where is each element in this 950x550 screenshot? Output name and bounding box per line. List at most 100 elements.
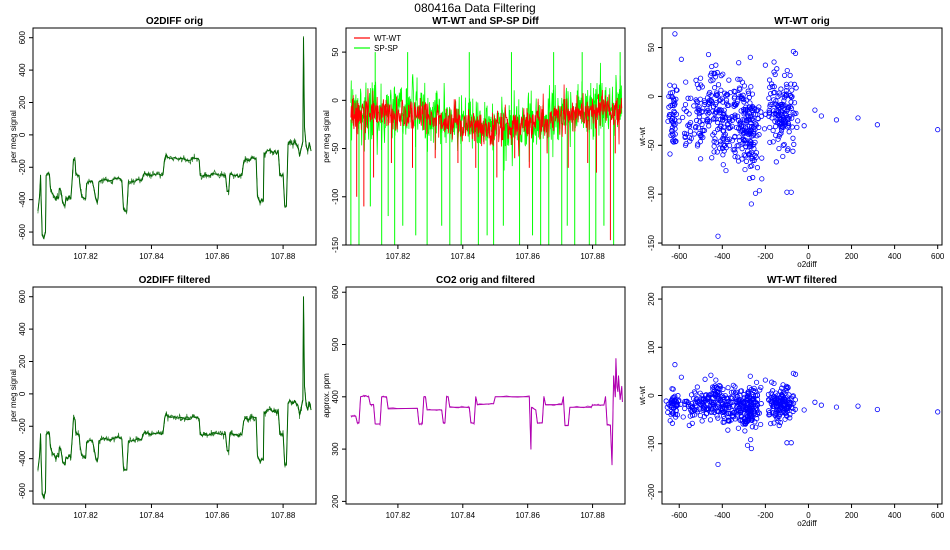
scatter-point (759, 155, 765, 161)
scatter-point (721, 124, 727, 130)
scatter-point (744, 416, 750, 423)
scatter-point (771, 420, 777, 426)
y-axis-label: approx. ppm (322, 373, 331, 418)
y-tick-label: 400 (331, 390, 340, 404)
scatter-point (788, 94, 795, 100)
scatter-point (732, 384, 738, 390)
scatter-point (733, 124, 740, 131)
panel-title: CO2 orig and filtered (436, 275, 535, 286)
scatter-point (708, 409, 714, 415)
scatter-point (705, 51, 712, 58)
scatter-point (714, 69, 720, 76)
scatter-point (770, 401, 777, 407)
scatter-point (668, 404, 675, 410)
series-noise (37, 36, 312, 240)
scatter-point (766, 410, 773, 416)
scatter-point (732, 390, 738, 396)
scatter-point (785, 105, 791, 111)
scatter-point (732, 88, 738, 95)
scatter-point (693, 77, 699, 83)
scatter-point (729, 413, 735, 419)
scatter-point (771, 90, 777, 96)
scatter-point (778, 393, 784, 400)
scatter-point (767, 139, 773, 145)
scatter-point (725, 395, 731, 401)
scatter-point (812, 399, 818, 405)
scatter-point (736, 143, 742, 149)
scatter-point (694, 143, 701, 149)
scatter-point (715, 82, 722, 88)
x-tick-label: 107.84 (451, 252, 476, 261)
scatter-point (766, 110, 772, 116)
scatter-point (741, 152, 747, 158)
scatter-point (685, 400, 691, 406)
scatter-point (696, 111, 702, 117)
x-tick-label: 107.82 (73, 252, 98, 261)
scatter-point (719, 405, 726, 411)
scatter-point (743, 158, 750, 164)
panel-title: WT-WT orig (774, 16, 830, 27)
series-noise (37, 297, 312, 500)
x-tick-label: 200 (845, 511, 859, 520)
scatter-point (717, 145, 723, 151)
plot-frame (661, 27, 943, 246)
scatter-point (683, 108, 690, 115)
scatter-point (749, 105, 755, 111)
scatter-point (736, 134, 742, 140)
scatter-point (769, 81, 775, 87)
scatter-point (751, 385, 757, 391)
y-tick-label: 600 (331, 285, 340, 299)
scatter-point (671, 83, 678, 89)
panel-p2: WT-WT and SP-SP Diff 107.82 107.84 107.86 10… (322, 16, 626, 261)
scatter-point (788, 99, 794, 105)
y-tick-label: 0 (331, 98, 340, 103)
scatter-point (713, 377, 719, 383)
scatter-point (761, 126, 768, 132)
scatter-point (725, 402, 731, 408)
y-tick-label: 50 (331, 47, 340, 56)
x-tick-label: -600 (671, 252, 688, 261)
scatter-point (726, 115, 733, 121)
scatter-point (670, 386, 676, 392)
scatter-point (756, 410, 762, 416)
scatter-point (678, 401, 684, 407)
scatter-point (683, 79, 689, 85)
scatter-point (694, 98, 700, 104)
scatter-point (725, 385, 731, 391)
scatter-point (788, 105, 795, 111)
y-tick-label: 400 (18, 322, 27, 336)
y-tick-label: -50 (331, 142, 340, 154)
scatter-point (702, 392, 709, 399)
scatter-point (670, 96, 677, 102)
scatter-point (789, 115, 795, 121)
scatter-point (753, 111, 759, 117)
scatter-point (793, 85, 799, 91)
scatter-point (686, 134, 693, 140)
scatter-point (731, 103, 737, 109)
y-tick-label: -100 (647, 186, 656, 203)
scatter-point (779, 385, 785, 391)
scatter-point (786, 116, 792, 122)
scatter-point (666, 112, 673, 118)
scatter-point (740, 106, 747, 113)
scatter-point (787, 93, 794, 99)
scatter-point (672, 122, 678, 128)
scatter-point (680, 414, 686, 420)
scatter-point (752, 399, 758, 405)
scatter-point (752, 190, 759, 196)
scatter-point (769, 403, 776, 410)
scatter-point (762, 377, 768, 383)
x-tick-label: 0 (806, 511, 811, 520)
scatter-point (792, 406, 798, 412)
scatter-point (736, 60, 742, 66)
scatter-point (742, 428, 748, 434)
x-tick-label: -600 (671, 511, 688, 520)
scatter-point (683, 131, 689, 137)
scatter-point (710, 77, 716, 83)
x-tick-label: -400 (714, 252, 731, 261)
scatter-point (772, 410, 778, 417)
scatter-point (791, 100, 798, 106)
scatter-point (753, 379, 760, 385)
scatter-point (749, 91, 756, 97)
